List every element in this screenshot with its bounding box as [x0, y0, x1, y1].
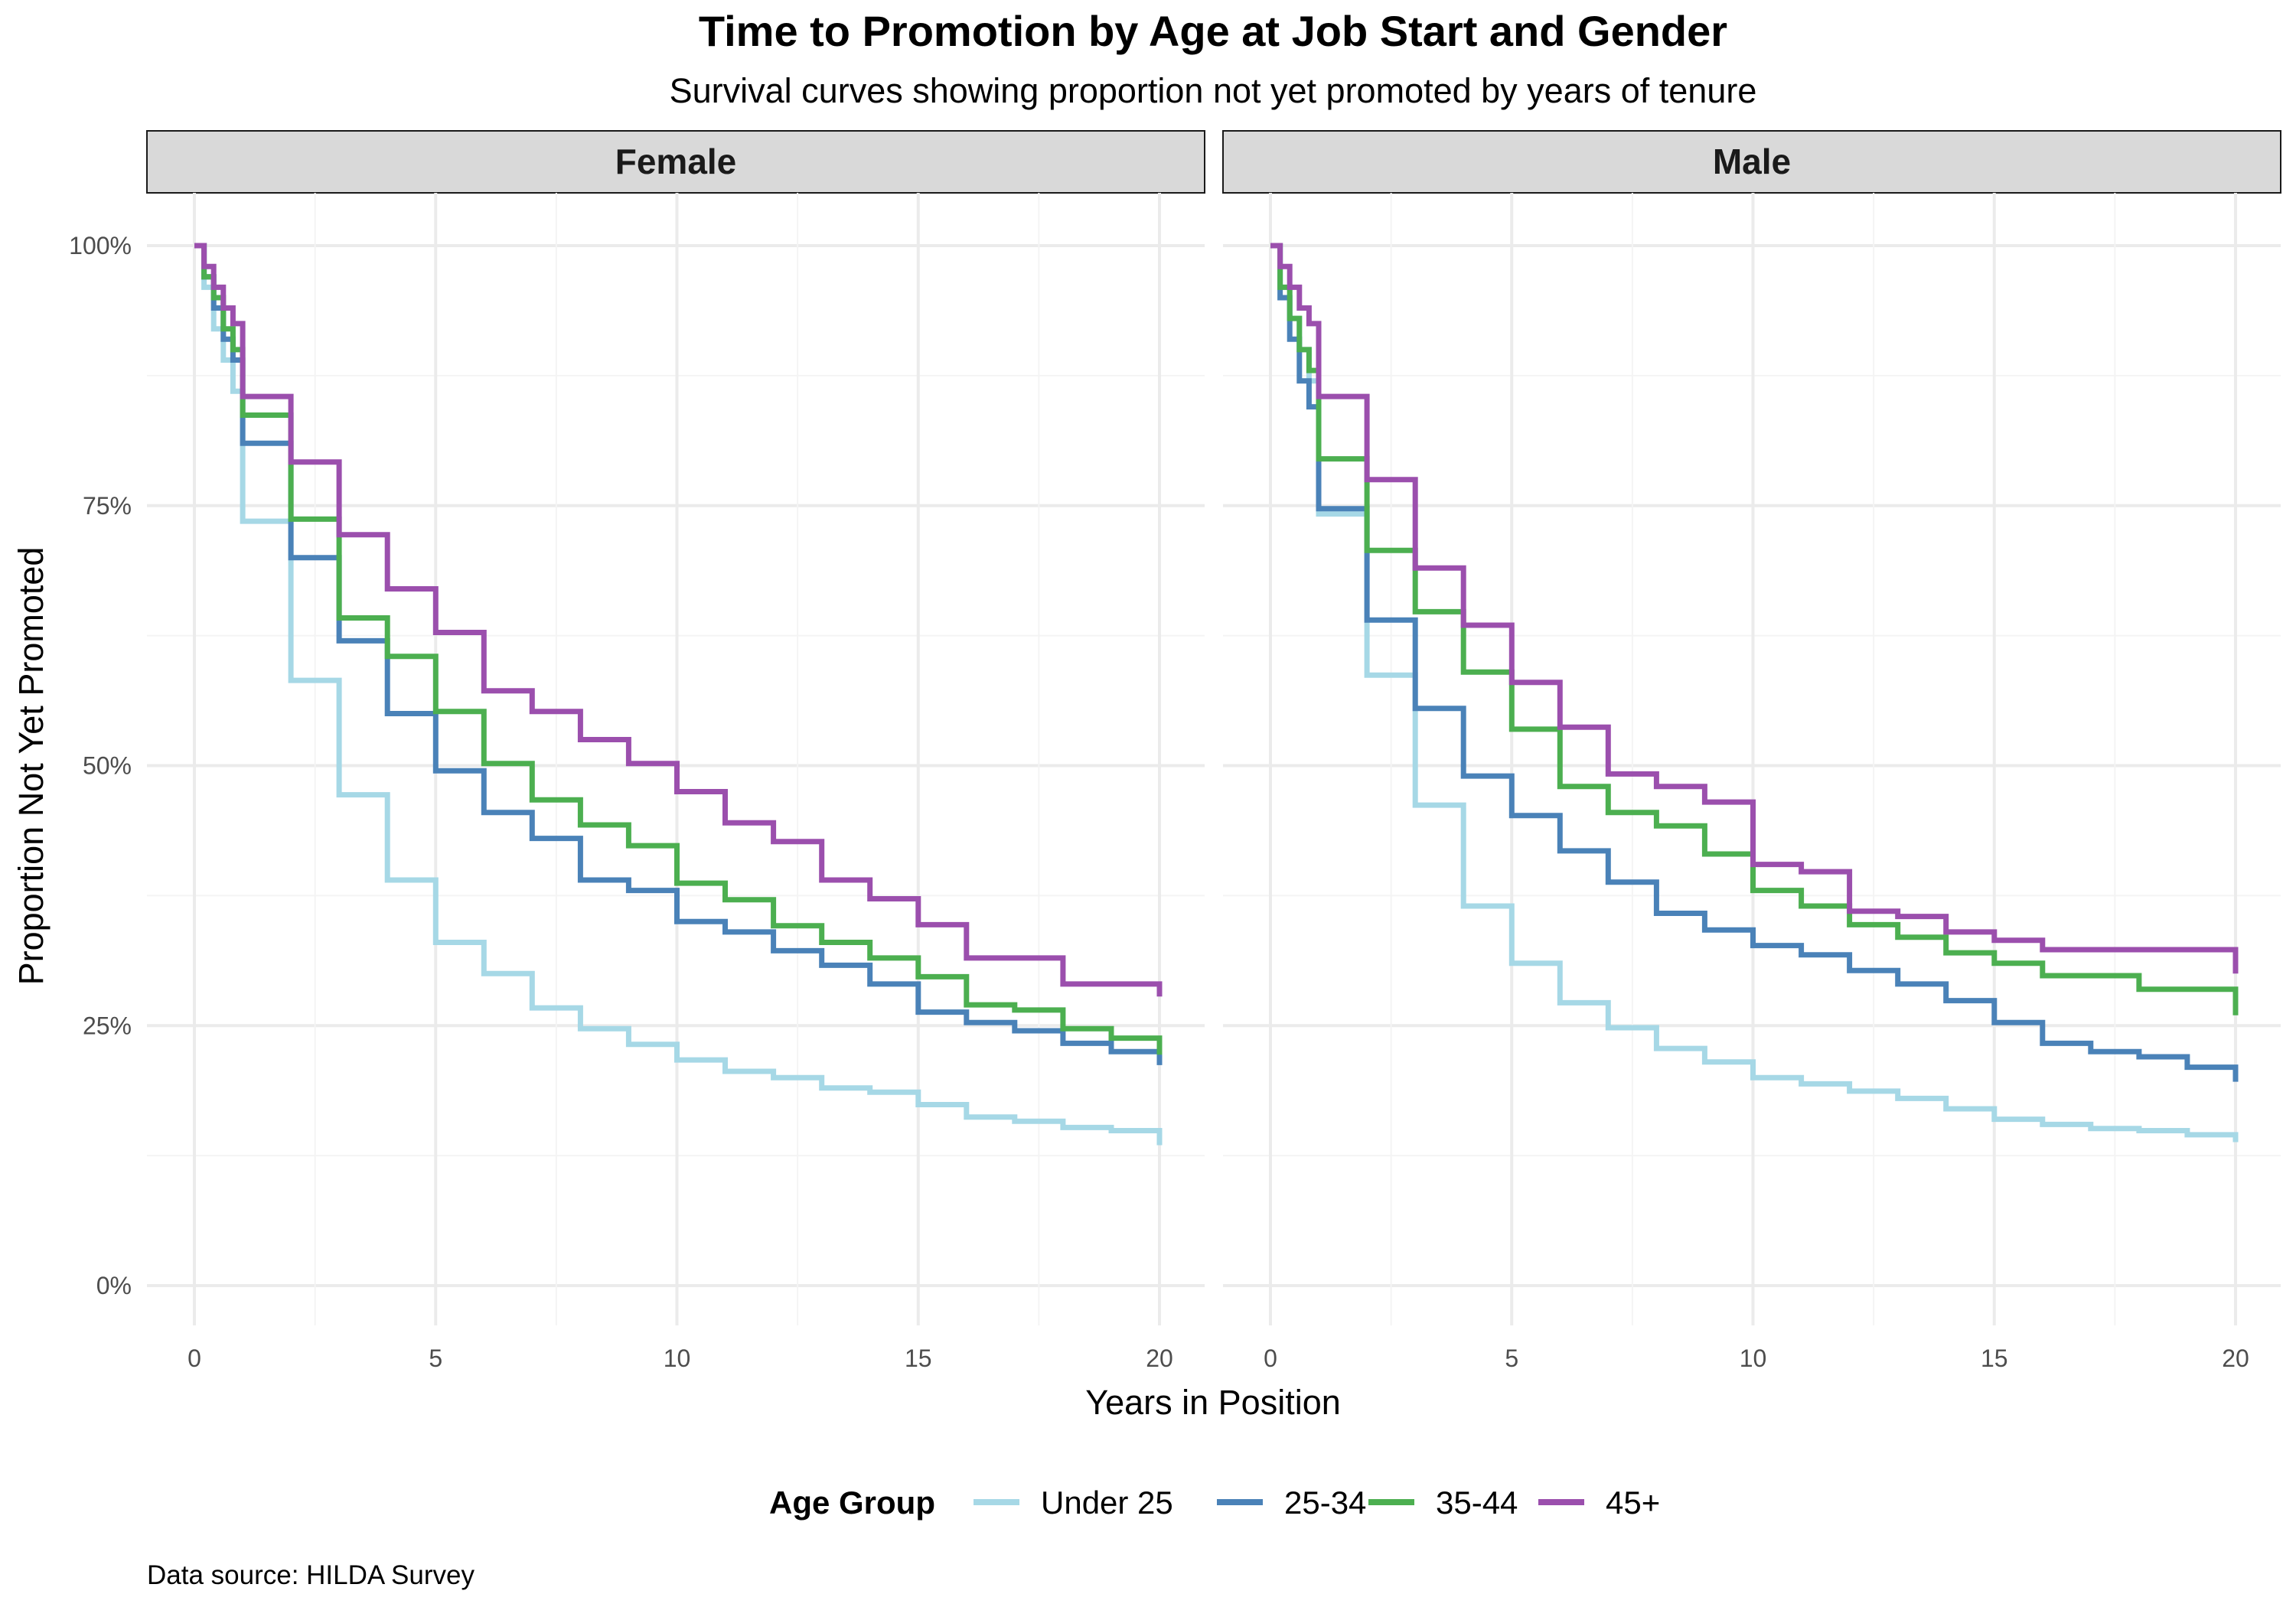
- x-tick-label: 0: [188, 1345, 201, 1372]
- series-line-female-35-44: [194, 243, 1163, 1055]
- legend: Age Group Under 25 25-34 35-44 45+: [769, 1485, 1660, 1521]
- chart-subtitle: Survival curves showing proportion not y…: [670, 71, 1757, 110]
- x-tick-label: 10: [1740, 1345, 1767, 1372]
- y-axis-title: Proportion Not Yet Promoted: [11, 547, 51, 986]
- y-tick-label: 0%: [96, 1272, 132, 1299]
- y-tick-label: 100%: [69, 232, 132, 259]
- legend-label-under-25: Under 25: [1041, 1485, 1173, 1521]
- x-tick-label: 0: [1264, 1345, 1277, 1372]
- y-tick-label: 75%: [83, 492, 132, 520]
- series-line-female-25-34: [194, 243, 1163, 1065]
- chart-title: Time to Promotion by Age at Job Start an…: [699, 7, 1727, 55]
- x-axis-title: Years in Position: [1085, 1383, 1341, 1422]
- legend-label-25-34: 25-34: [1284, 1485, 1366, 1521]
- panel-male: Male 0 5 10 15 20: [1222, 130, 2281, 1372]
- x-tick-label: 10: [664, 1345, 691, 1372]
- x-tick-label: 5: [429, 1345, 442, 1372]
- panel-female: Female 0% 25% 50% 75% 100% 0 5 10 15 20: [69, 130, 1205, 1372]
- x-tick-label: 15: [1981, 1345, 2008, 1372]
- series-line-male-35-44: [1270, 243, 2239, 1015]
- facet-panels: Female 0% 25% 50% 75% 100% 0 5 10 15 20 Male 0 5 10 15 2…: [69, 130, 2281, 1372]
- series-line-female-45-plus: [194, 243, 1163, 997]
- legend-title: Age Group: [769, 1485, 935, 1521]
- strip-female: [146, 130, 1205, 194]
- series-line-male-25-34: [1270, 243, 2239, 1082]
- x-tick-label: 20: [1146, 1345, 1173, 1372]
- x-tick-label: 15: [905, 1345, 932, 1372]
- series-line-female-under-25: [194, 243, 1163, 1146]
- x-tick-label: 20: [2222, 1345, 2249, 1372]
- legend-label-35-44: 35-44: [1436, 1485, 1518, 1521]
- series-line-male-45-plus: [1270, 243, 2239, 974]
- strip-label-male: Male: [1713, 142, 1791, 181]
- legend-label-45-plus: 45+: [1606, 1485, 1660, 1521]
- strip-label-female: Female: [615, 142, 737, 181]
- y-tick-label: 25%: [83, 1012, 132, 1039]
- y-tick-label: 50%: [83, 752, 132, 780]
- x-tick-label: 5: [1505, 1345, 1518, 1372]
- caption: Data source: HILDA Survey: [147, 1560, 475, 1590]
